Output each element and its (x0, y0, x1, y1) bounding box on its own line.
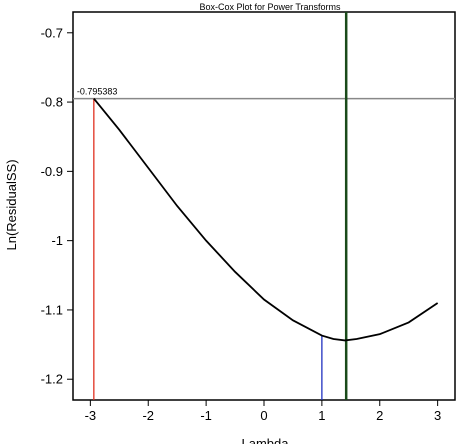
x-tick-label: 0 (260, 408, 267, 423)
chart-title: Box-Cox Plot for Power Transforms (199, 2, 341, 12)
x-tick-label: 1 (318, 408, 325, 423)
x-tick-label: 3 (434, 408, 441, 423)
x-tick-label: -1 (200, 408, 212, 423)
annotation-label: -0.795383 (77, 87, 118, 97)
x-tick-label: -3 (85, 408, 97, 423)
x-axis-label: Lambda (242, 436, 290, 444)
y-tick-label: -0.8 (41, 95, 63, 110)
y-tick-label: -1.2 (41, 372, 63, 387)
plot-frame (72, 11, 456, 401)
plot-area: -3 -2 -1 0 1 2 3 -1.2 -1.1 -1 -0.9 -0.8 -0.7 -0.79538… (41, 11, 456, 423)
y-tick-label: -0.7 (41, 25, 63, 40)
y-axis-label: Ln(ResidualSS) (4, 159, 19, 250)
x-tick-label: 2 (376, 408, 383, 423)
y-tick-label: -1 (51, 233, 63, 248)
series-line-0 (93, 98, 439, 342)
y-tick-label: -0.9 (41, 164, 63, 179)
y-tick-label: -1.1 (41, 302, 63, 317)
x-tick-label: -2 (142, 408, 154, 423)
